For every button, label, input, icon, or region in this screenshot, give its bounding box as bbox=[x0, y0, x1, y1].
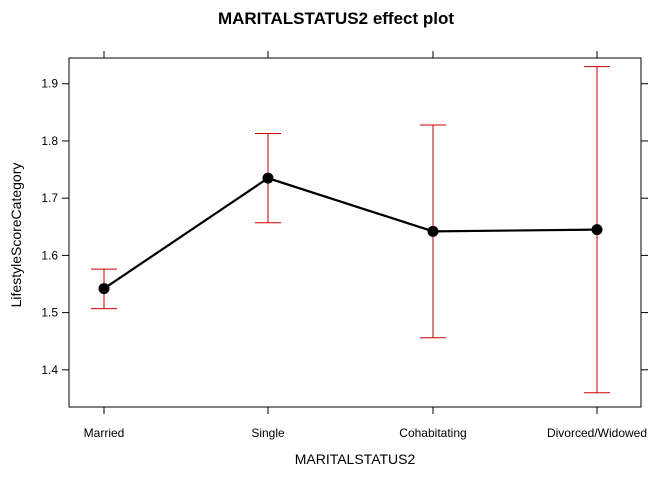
y-axis: 1.4 1.5 1.6 1.7 1.8 1.9 bbox=[41, 77, 648, 377]
plot-frame bbox=[68, 57, 642, 408]
data-point bbox=[591, 224, 603, 236]
x-tick-label: Married bbox=[84, 426, 125, 440]
series-line-group bbox=[103, 176, 598, 290]
x-axis-label: MARITALSTATUS2 bbox=[295, 451, 416, 467]
series-line bbox=[103, 176, 598, 290]
data-point bbox=[427, 225, 439, 237]
x-tick-label: Divorced/Widowed bbox=[547, 426, 647, 440]
x-axis: Married Single Cohabitating Divorced/Widowe… bbox=[84, 51, 647, 440]
y-tick-label: 1.9 bbox=[41, 77, 58, 91]
data-point bbox=[262, 172, 274, 184]
y-tick-label: 1.4 bbox=[41, 363, 58, 377]
y-tick-label: 1.5 bbox=[41, 306, 58, 320]
data-point bbox=[98, 283, 110, 295]
y-axis-label: LifestyleScoreCategory bbox=[8, 163, 24, 308]
x-tick-label: Single bbox=[251, 426, 285, 440]
x-tick-label: Cohabitating bbox=[399, 426, 466, 440]
y-tick-label: 1.8 bbox=[41, 134, 58, 148]
data-points bbox=[98, 172, 603, 295]
y-tick-label: 1.6 bbox=[41, 248, 58, 262]
y-tick-label: 1.7 bbox=[41, 191, 58, 205]
chart-title: MARITALSTATUS2 effect plot bbox=[218, 9, 454, 28]
